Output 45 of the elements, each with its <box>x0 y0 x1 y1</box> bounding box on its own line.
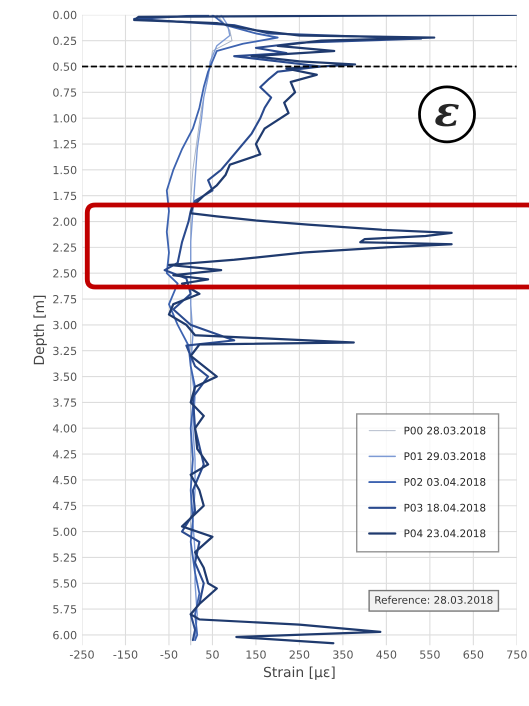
legend-label: P01 29.03.2018 <box>404 452 486 460</box>
y-tick-label: 2.50 <box>53 269 76 278</box>
y-tick-label: 1.50 <box>54 166 76 174</box>
y-axis-title: Depth [m] <box>33 296 47 364</box>
annotation: ε <box>435 104 459 126</box>
x-tick-label: -50 <box>160 650 178 659</box>
y-tick-label: 3.00 <box>53 320 76 330</box>
y-tick-label: 1.75 <box>54 192 76 200</box>
x-tick-label: 350 <box>333 650 353 659</box>
legend-label: P03 18.04.2018 <box>404 504 486 512</box>
legend-label: P00 28.03.2018 <box>404 426 486 434</box>
x-axis-title: Strain [µε] <box>264 666 335 680</box>
y-tick-label: 2.25 <box>53 243 76 252</box>
y-tick-label: 0.25 <box>53 36 76 46</box>
y-tick-label: 5.00 <box>53 528 76 536</box>
y-tick-label: 6.00 <box>53 630 76 640</box>
y-tick-label: 4.25 <box>52 450 76 458</box>
y-tick-label: 5.50 <box>53 579 76 588</box>
y-tick-label: 3.75 <box>53 398 76 407</box>
y-tick-label: 4.00 <box>52 424 76 433</box>
x-tick-label: 650 <box>464 650 484 659</box>
y-tick-label: 0.00 <box>53 10 76 20</box>
annotation: Reference: 28.03.2018 <box>375 596 493 604</box>
y-tick-label: 4.75 <box>52 502 76 510</box>
x-tick-label: 450 <box>376 650 396 659</box>
y-tick-label: 3.50 <box>53 372 76 381</box>
x-tick-label: -250 <box>70 650 94 659</box>
x-tick-label: 550 <box>420 650 440 659</box>
y-tick-label: 0.50 <box>53 62 76 71</box>
y-tick-label: 2.75 <box>53 295 76 304</box>
y-tick-label: 4.50 <box>52 476 76 484</box>
y-tick-label: 1.25 <box>54 140 76 148</box>
y-tick-label: 1.00 <box>54 114 76 123</box>
y-tick-label: 5.25 <box>53 553 76 562</box>
y-tick-label: 2.00 <box>53 218 76 226</box>
y-tick-label: 5.75 <box>53 605 76 614</box>
legend-label: P04 23.04.2018 <box>404 529 486 538</box>
x-tick-label: 750 <box>507 650 527 659</box>
x-tick-label: 150 <box>246 650 266 659</box>
x-tick-label: -150 <box>113 650 138 659</box>
y-tick-label: 3.25 <box>53 346 76 356</box>
x-tick-label: 50 <box>206 650 219 659</box>
x-tick-label: 250 <box>290 650 310 659</box>
legend-label: P02 03.04.2018 <box>404 478 486 486</box>
y-tick-label: 0.75 <box>53 88 76 97</box>
